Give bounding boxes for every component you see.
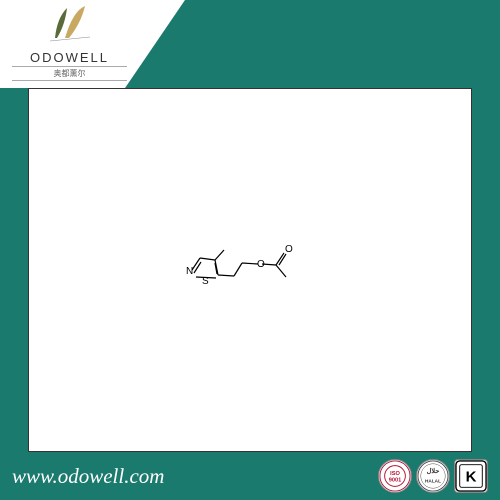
brand-name: ODOWELL xyxy=(12,50,127,65)
website-url: www.odowell.com xyxy=(12,464,164,489)
svg-text:ISO: ISO xyxy=(390,471,400,477)
atom-o2: O xyxy=(285,244,293,255)
leaf-icon xyxy=(45,3,95,43)
iso-badge: ISO 9001 xyxy=(378,459,412,493)
svg-text:HALAL: HALAL xyxy=(425,479,441,484)
footer-band: www.odowell.com ISO 9001 حلال HALAL K xyxy=(0,452,500,500)
left-teal-border xyxy=(0,88,28,452)
right-teal-border xyxy=(472,88,500,452)
certification-badges: ISO 9001 حلال HALAL K xyxy=(378,459,488,493)
brand-subtitle: 奥都薰尔 xyxy=(12,66,127,81)
svg-text:حلال: حلال xyxy=(427,467,440,475)
kosher-badge: K xyxy=(454,459,488,493)
atom-s: S xyxy=(202,276,209,287)
svg-text:K: K xyxy=(466,469,477,486)
chemical-structure-diagram: N S O O xyxy=(180,240,320,300)
svg-text:9001: 9001 xyxy=(389,478,402,484)
atom-n: N xyxy=(186,266,193,277)
halal-badge: حلال HALAL xyxy=(416,459,450,493)
brand-logo-area: ODOWELL 奥都薰尔 xyxy=(12,3,127,81)
content-frame: N S O O xyxy=(28,88,472,452)
header-teal-shape xyxy=(125,0,500,88)
atom-o: O xyxy=(257,259,265,270)
header-band: ODOWELL 奥都薰尔 xyxy=(0,0,500,88)
